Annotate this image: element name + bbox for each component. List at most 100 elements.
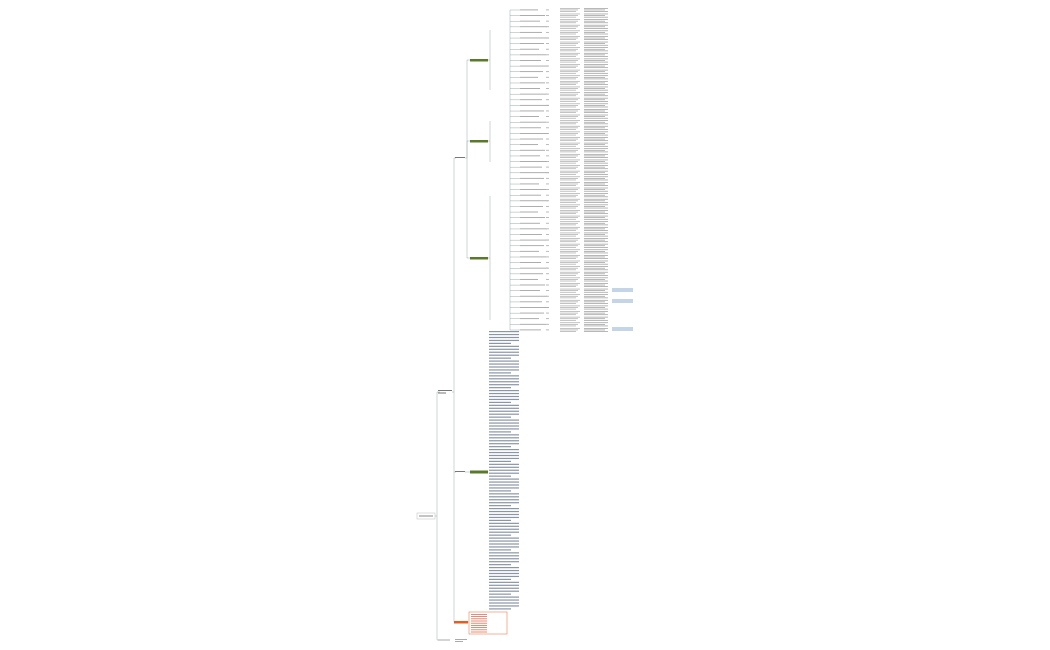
row-note [584, 224, 608, 226]
row-note [584, 234, 605, 235]
row-tag [546, 133, 549, 134]
row-label [520, 284, 545, 286]
text-line [489, 354, 519, 356]
row-detail [560, 133, 578, 134]
row-note [584, 106, 608, 108]
row-tag [546, 144, 549, 146]
row-tag [546, 166, 549, 168]
row-note [584, 131, 608, 133]
row-tag [546, 239, 549, 241]
row-note [584, 16, 608, 18]
row-note [584, 322, 608, 324]
row-detail [560, 239, 578, 241]
row-detail [560, 331, 576, 332]
row-detail [560, 174, 576, 175]
row-note [584, 97, 608, 99]
row-note [584, 307, 605, 308]
row-detail [560, 36, 580, 37]
row-note [584, 256, 605, 258]
row-label [520, 245, 544, 247]
row-tag [546, 43, 549, 44]
row-label [520, 138, 543, 140]
row-label [520, 211, 538, 213]
row-tag [546, 211, 549, 213]
row-tag [546, 318, 549, 320]
row-detail [560, 275, 576, 276]
row-note [584, 182, 608, 183]
text-line [489, 416, 511, 418]
row-note [584, 88, 605, 89]
row-detail [560, 44, 576, 46]
row-label [520, 177, 544, 179]
row-detail [560, 168, 576, 170]
row-detail [560, 226, 580, 228]
row-detail [560, 165, 580, 166]
row-detail [560, 145, 576, 147]
row-detail [560, 294, 580, 296]
row-note [584, 36, 608, 37]
row-tag [546, 222, 549, 224]
row-detail [560, 116, 578, 117]
row-label [520, 88, 540, 89]
row-label [520, 26, 547, 28]
row-note [584, 238, 608, 239]
row-label [520, 116, 539, 117]
row-tag [546, 290, 549, 292]
row-note [584, 50, 608, 52]
row-note [584, 200, 605, 202]
row-detail [560, 303, 576, 304]
row-note [584, 114, 608, 116]
row-detail [560, 218, 576, 220]
row-note [584, 172, 605, 174]
text-line [489, 363, 519, 365]
row-detail [560, 325, 576, 327]
row-label [520, 161, 547, 162]
level1-node [438, 390, 452, 641]
row-tag [546, 194, 549, 196]
row-detail [560, 311, 580, 312]
row-detail [560, 263, 576, 265]
text-line [489, 384, 519, 386]
row-tag [546, 9, 549, 11]
row-note [584, 305, 608, 307]
row-detail [560, 148, 580, 150]
text-line [489, 469, 519, 471]
orange-line [471, 614, 487, 615]
row-detail [560, 224, 576, 226]
row-detail [560, 222, 578, 224]
row-note [584, 162, 608, 164]
row-note [584, 120, 608, 121]
row-tag [546, 262, 549, 263]
row-label [520, 273, 543, 275]
row-note [584, 179, 608, 181]
row-label [520, 183, 539, 185]
text-line [489, 348, 519, 350]
text-line [489, 440, 519, 442]
row-detail [560, 230, 576, 231]
row-detail [560, 284, 578, 286]
row-tag [546, 76, 549, 78]
orange-box [468, 611, 508, 635]
row-tag [546, 138, 549, 140]
text-line [489, 372, 511, 374]
row-note [584, 207, 608, 209]
row-note [584, 99, 605, 101]
text-line [489, 390, 519, 392]
row-note [584, 174, 608, 175]
orange-line [471, 622, 487, 624]
text-line [489, 552, 519, 554]
row-detail [560, 140, 576, 142]
orange-line [471, 627, 487, 628]
row-detail [560, 149, 578, 151]
text-line [489, 540, 519, 542]
row-note [584, 215, 608, 217]
text-block [489, 331, 519, 610]
row-note [584, 71, 605, 73]
row-note [584, 65, 605, 67]
row-detail [560, 82, 578, 84]
row-note [584, 187, 608, 189]
text-line [489, 451, 519, 454]
row-note [584, 127, 605, 129]
row-label [520, 76, 538, 78]
row-detail [560, 101, 576, 102]
